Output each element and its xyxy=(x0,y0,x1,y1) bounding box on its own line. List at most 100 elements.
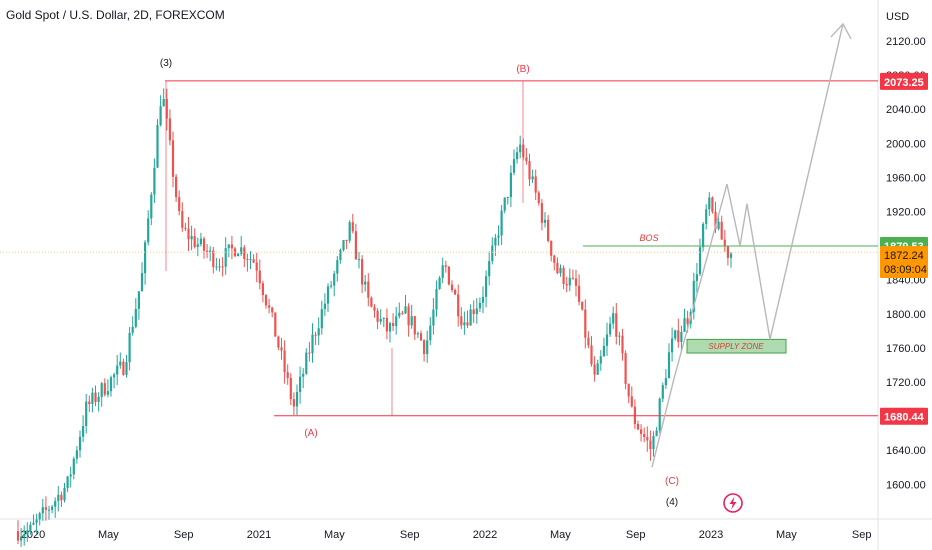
candle-body xyxy=(286,372,289,379)
candle-body xyxy=(599,356,602,364)
candle-body xyxy=(94,392,97,402)
supply-zone-label: SUPPLY ZONE xyxy=(708,342,764,351)
candle-body xyxy=(295,392,299,407)
candle-body xyxy=(680,331,683,342)
candle-body xyxy=(311,334,314,354)
y-tick-label: 2040.00 xyxy=(886,104,926,116)
candle-body xyxy=(336,260,339,274)
candle-body xyxy=(258,270,261,284)
candle-body xyxy=(109,377,113,392)
candle-body xyxy=(330,285,333,287)
candle-body xyxy=(113,374,116,378)
candle-body xyxy=(190,236,193,240)
candle-body xyxy=(602,345,605,357)
candle-body xyxy=(410,316,413,326)
candle-body xyxy=(206,250,209,253)
candle-body xyxy=(438,277,441,289)
x-tick-label: May xyxy=(324,529,345,541)
candle-body xyxy=(519,144,522,153)
candle-body xyxy=(720,221,723,240)
candle-body xyxy=(364,281,367,285)
candle-body xyxy=(540,203,543,223)
candle-body xyxy=(667,352,671,379)
candle-body xyxy=(398,312,401,317)
current-price-countdown: 08:09:04 xyxy=(884,264,927,276)
candle-body xyxy=(38,513,41,520)
candle-body xyxy=(726,246,729,258)
x-tick-label: May xyxy=(98,529,119,541)
x-tick-label: Sep xyxy=(626,529,646,541)
candle-body xyxy=(57,494,60,502)
candle-body xyxy=(252,259,255,263)
bos-label: BOS xyxy=(639,233,658,243)
candle-body xyxy=(345,239,348,241)
candle-body xyxy=(289,378,292,400)
candle-body xyxy=(571,277,574,279)
candle-body xyxy=(525,157,528,162)
candle-body xyxy=(153,167,156,195)
candle-body xyxy=(578,285,581,302)
x-tick-label: Sep xyxy=(400,529,420,541)
candle-body xyxy=(35,519,38,523)
candle-body xyxy=(457,294,460,317)
candle-body xyxy=(140,273,144,292)
candle-body xyxy=(664,378,667,386)
candle-body xyxy=(277,336,280,348)
candle-body xyxy=(640,429,643,434)
candle-body xyxy=(379,318,382,322)
candle-body xyxy=(574,278,578,286)
candle-body xyxy=(677,330,680,342)
candle-body xyxy=(472,309,475,315)
candle-body xyxy=(475,308,478,315)
candle-body xyxy=(466,322,469,326)
candle-body xyxy=(119,361,122,366)
candle-body xyxy=(426,340,429,355)
candle-body xyxy=(326,286,330,304)
candle-body xyxy=(435,288,438,310)
candle-body xyxy=(175,176,178,198)
candle-body xyxy=(432,309,435,326)
candle-body xyxy=(605,334,609,346)
candle-body xyxy=(494,237,497,246)
candle-body xyxy=(469,309,472,326)
candle-body xyxy=(661,385,664,399)
candle-body xyxy=(729,253,733,258)
candle-body xyxy=(587,337,590,346)
candle-body xyxy=(339,249,342,261)
candle-body xyxy=(553,255,556,263)
candle-body xyxy=(246,259,249,261)
candle-body xyxy=(51,506,54,510)
candle-body xyxy=(376,310,379,322)
candle-body xyxy=(29,524,32,531)
wave-c-label: (C) xyxy=(665,476,679,487)
candle-body xyxy=(621,335,624,354)
candle-body xyxy=(550,240,553,256)
candle-body xyxy=(16,531,20,541)
candle-body xyxy=(97,396,100,402)
candle-body xyxy=(447,266,450,285)
candle-body xyxy=(556,262,559,274)
candle-body xyxy=(323,303,326,310)
candle-body xyxy=(75,450,78,459)
candle-body xyxy=(106,391,109,395)
candle-body xyxy=(615,313,618,337)
candle-body xyxy=(178,197,181,212)
candle-body xyxy=(47,509,51,511)
candle-body xyxy=(351,222,354,232)
x-tick-label: May xyxy=(776,529,797,541)
candle-body xyxy=(534,176,537,193)
candle-body xyxy=(385,317,388,332)
candle-body xyxy=(150,194,153,219)
candle-body xyxy=(227,244,230,249)
candle-body xyxy=(717,221,720,229)
candle-body xyxy=(516,152,519,160)
candle-body xyxy=(491,245,494,262)
candle-body xyxy=(20,536,23,541)
x-tick-label: Sep xyxy=(174,529,194,541)
candle-body xyxy=(568,277,571,286)
candle-body xyxy=(72,458,75,475)
candle-body xyxy=(460,316,463,326)
currency-label: USD xyxy=(886,11,909,23)
candle-body xyxy=(292,399,295,407)
